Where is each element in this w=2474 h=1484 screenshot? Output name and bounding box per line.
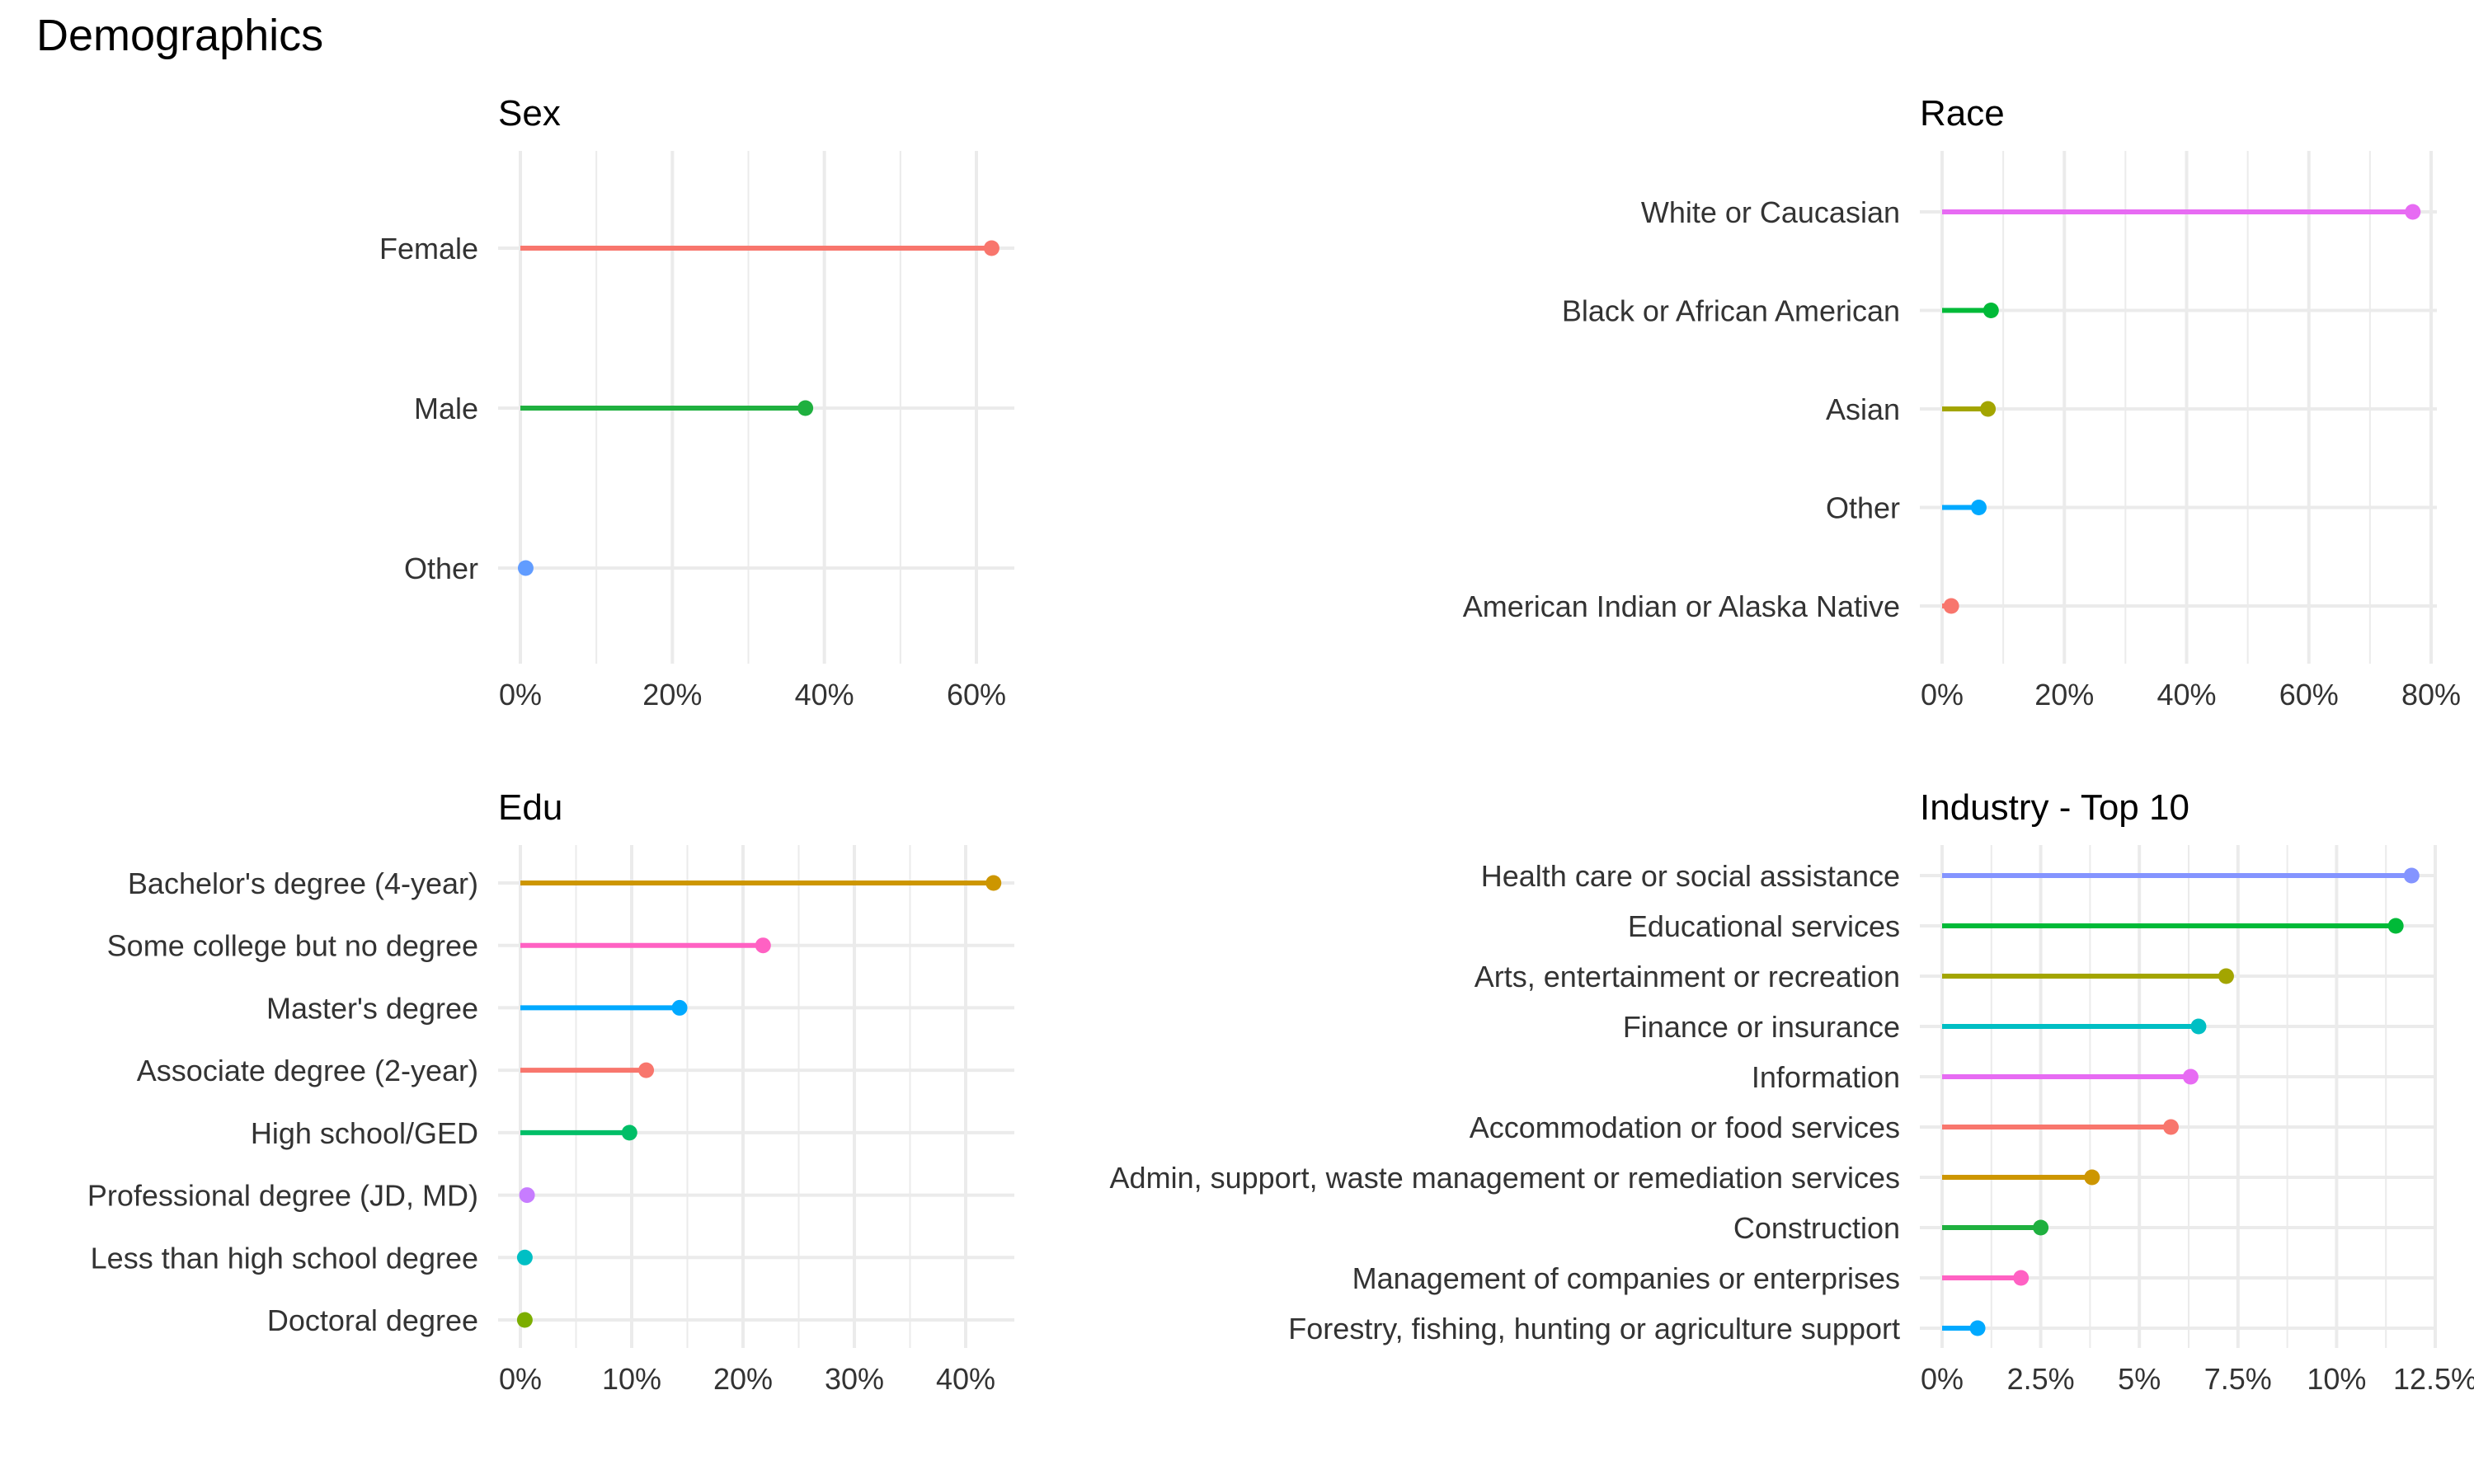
category-label: Asian — [1826, 392, 1900, 426]
lollipop-point-bachelor-s-degree-4-year — [985, 875, 1002, 891]
panel-title: Sex — [498, 93, 561, 134]
category-label: Management of companies or enterprises — [1352, 1261, 1900, 1295]
lollipop-point-female — [983, 240, 999, 256]
category-label: White or Caucasian — [1641, 195, 1900, 229]
x-tick-label: 2.5% — [2007, 1362, 2075, 1396]
category-label: Other — [404, 552, 478, 585]
lollipop-point-construction — [2033, 1219, 2049, 1236]
category-label: Black or African American — [1562, 294, 1900, 328]
x-tick-label: 12.5% — [2393, 1362, 2474, 1396]
lollipop-point-male — [797, 400, 814, 416]
lollipop-point-information — [2182, 1068, 2199, 1085]
category-label: High school/GED — [251, 1116, 478, 1150]
lollipop-point-some-college-but-no-degree — [755, 937, 771, 954]
x-tick-label: 0% — [499, 678, 542, 711]
x-tick-label: 20% — [713, 1362, 773, 1396]
lollipop-point-health-care-or-social-assistance — [2403, 867, 2420, 884]
x-tick-label: 10% — [602, 1362, 661, 1396]
x-tick-label: 7.5% — [2204, 1362, 2272, 1396]
panel-title: Industry - Top 10 — [1920, 787, 2189, 828]
lollipop-point-management-of-companies-or-enterprises — [2013, 1270, 2030, 1286]
panel-edu: Edu 0% 10% 20% 30% 40% Bachelor's degree (4-ye… — [87, 787, 1014, 1396]
category-label: Finance or insurance — [1623, 1010, 1900, 1044]
x-tick-label: 10% — [2307, 1362, 2366, 1396]
category-label: Admin, support, waste management or reme… — [1110, 1161, 1900, 1195]
page-title: Demographics — [36, 11, 324, 60]
category-label: Information — [1752, 1060, 1900, 1094]
x-tick-label: 0% — [1921, 1362, 1964, 1396]
lollipop-point-asian — [1980, 401, 1997, 417]
category-label: Master's degree — [266, 991, 478, 1025]
category-label: Other — [1826, 491, 1900, 525]
x-tick-label: 40% — [2157, 678, 2216, 711]
lollipop-point-less-than-high-school-degree — [516, 1249, 533, 1266]
lollipop-point-black-or-african-american — [1982, 303, 1999, 318]
x-tick-label: 40% — [795, 678, 854, 711]
category-label: Associate degree (2-year) — [137, 1054, 478, 1087]
lollipop-point-professional-degree-jd-md — [519, 1187, 535, 1204]
panel-race: Race 0% 20% 40% 60% 80% White or Caucasian Blac… — [1463, 93, 2461, 711]
x-tick-label: 60% — [2279, 678, 2339, 711]
category-label: Less than high school degree — [91, 1241, 478, 1275]
x-tick-label: 30% — [825, 1362, 884, 1396]
lollipop-point-other — [517, 560, 534, 576]
lollipop-point-arts-entertainment-or-recreation — [2218, 968, 2234, 984]
lollipop-point-other — [1970, 500, 1987, 515]
category-label: Professional degree (JD, MD) — [87, 1179, 478, 1213]
x-tick-label: 0% — [499, 1362, 542, 1396]
lollipop-point-admin-support-waste-management-or-remediation-services — [2084, 1169, 2100, 1186]
lollipop-point-forestry-fishing-hunting-or-agriculture-support — [1969, 1320, 1986, 1336]
lollipop-point-associate-degree-2-year — [638, 1062, 655, 1078]
lollipop-point-educational-services — [2387, 918, 2404, 934]
x-tick-label: 60% — [947, 678, 1006, 711]
category-label: Male — [414, 392, 478, 425]
panel-industry-top-10: Industry - Top 10 0% 2.5% 5% 7.5% 10% 12.5% Hea… — [1110, 787, 2474, 1396]
x-tick-label: 40% — [936, 1362, 995, 1396]
category-label: Educational services — [1628, 909, 1900, 943]
lollipop-point-accommodation-or-food-services — [2162, 1119, 2179, 1135]
category-label: Forestry, fishing, hunting or agricultur… — [1288, 1312, 1900, 1345]
lollipop-point-american-indian-or-alaska-native — [1943, 598, 1959, 614]
category-label: Some college but no degree — [107, 929, 478, 963]
panel-title: Edu — [498, 787, 562, 828]
x-tick-label: 20% — [642, 678, 702, 711]
x-tick-label: 80% — [2401, 678, 2461, 711]
panel-sex: Sex 0% 20% 40% 60% Female Male Other — [379, 93, 1014, 711]
category-label: American Indian or Alaska Native — [1463, 589, 1900, 623]
lollipop-point-master-s-degree — [671, 999, 688, 1016]
category-label: Doctoral degree — [267, 1303, 478, 1337]
category-label: Construction — [1733, 1211, 1900, 1245]
category-label: Bachelor's degree (4-year) — [128, 866, 478, 900]
category-label: Accommodation or food services — [1470, 1111, 1900, 1144]
category-label: Health care or social assistance — [1481, 859, 1900, 893]
lollipop-point-white-or-caucasian — [2405, 204, 2421, 220]
x-tick-label: 20% — [2034, 678, 2094, 711]
x-tick-label: 0% — [1921, 678, 1964, 711]
category-label: Female — [379, 232, 478, 265]
panel-title: Race — [1920, 93, 2005, 134]
category-label: Arts, entertainment or recreation — [1475, 960, 1900, 993]
lollipop-point-doctoral-degree — [516, 1312, 533, 1328]
x-tick-label: 5% — [2118, 1362, 2161, 1396]
lollipop-point-finance-or-insurance — [2190, 1018, 2207, 1035]
lollipop-point-high-school-ged — [621, 1125, 637, 1141]
